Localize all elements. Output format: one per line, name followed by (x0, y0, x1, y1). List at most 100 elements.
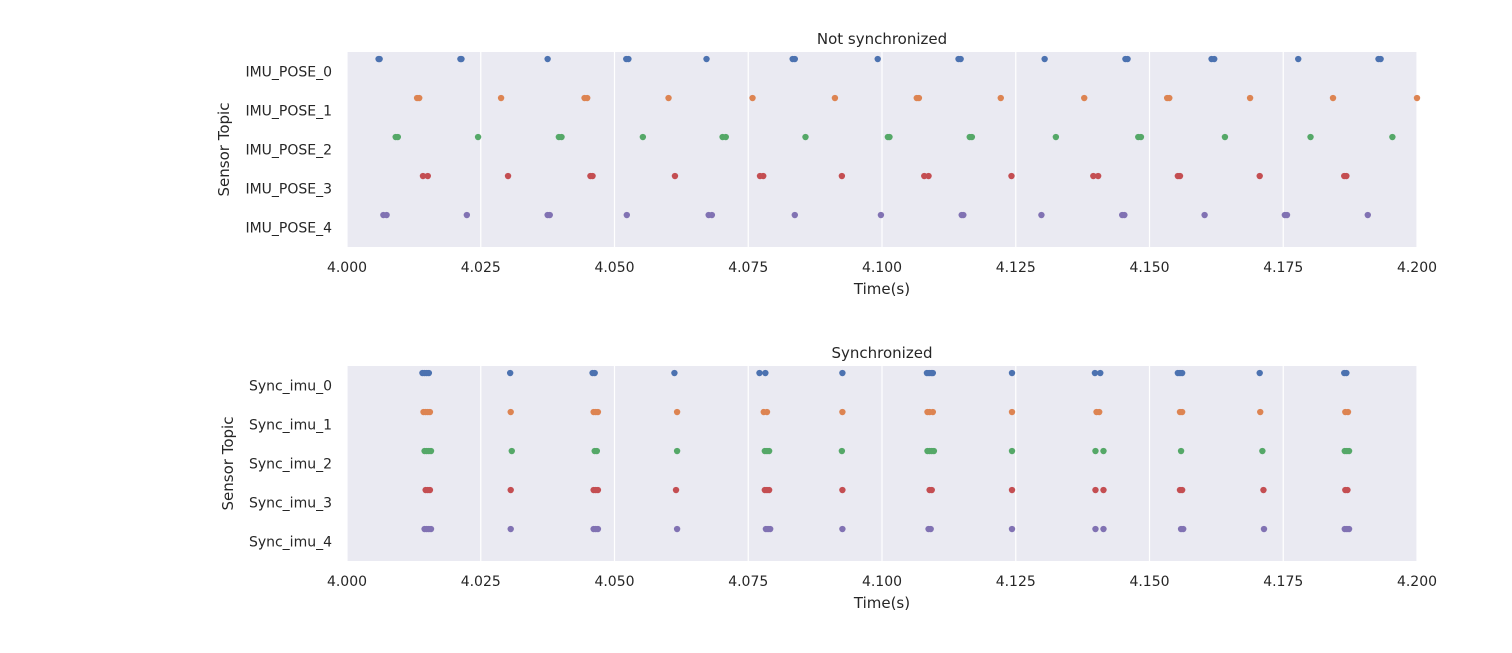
x-tick-label: 4.000 (327, 574, 367, 590)
data-point (474, 133, 482, 141)
x-tick-label: 4.075 (728, 574, 768, 590)
data-point (673, 525, 681, 533)
data-point (594, 408, 602, 416)
data-point (928, 486, 935, 494)
data-point (877, 211, 885, 219)
data-point (1092, 525, 1099, 533)
y-tick-label: Sync_imu_2 (249, 457, 332, 473)
data-point (427, 447, 435, 455)
data-point (671, 172, 679, 180)
data-point (1100, 447, 1107, 455)
data-point (1343, 369, 1350, 377)
data-point (874, 55, 881, 63)
data-point (1260, 486, 1267, 494)
data-point (1052, 133, 1060, 141)
data-point (839, 525, 846, 533)
data-point (839, 486, 846, 494)
x-tick-label: 4.050 (594, 574, 634, 590)
data-point (425, 369, 433, 377)
data-point (838, 172, 846, 180)
data-point (1211, 55, 1218, 63)
data-point (508, 447, 515, 455)
data-point (383, 211, 390, 219)
data-point (762, 369, 769, 377)
x-tick-label: 4.175 (1263, 574, 1303, 590)
x-axis-label: Time(s) (853, 594, 910, 612)
data-point (1094, 172, 1102, 180)
data-point (507, 408, 514, 416)
data-point (703, 55, 710, 63)
data-point (1413, 94, 1421, 102)
data-point (1221, 133, 1229, 141)
data-point (427, 525, 435, 533)
data-point (1246, 94, 1254, 102)
data-point (1257, 408, 1264, 416)
data-point (1177, 447, 1185, 455)
y-axis-label: Sensor Topic (215, 103, 233, 197)
data-point (1364, 211, 1371, 219)
data-point (886, 133, 893, 141)
data-point (504, 172, 512, 180)
data-point (1344, 408, 1352, 416)
data-point (1097, 369, 1104, 377)
data-point (1178, 408, 1186, 416)
data-point (839, 369, 846, 377)
y-tick-label: IMU_POSE_0 (245, 65, 332, 81)
data-point (1344, 486, 1351, 494)
data-point (1100, 486, 1107, 494)
data-point (925, 172, 932, 180)
data-point (760, 172, 767, 180)
data-point (791, 55, 798, 63)
data-point (1329, 94, 1337, 102)
data-point (376, 55, 383, 63)
data-point (1092, 447, 1099, 455)
y-tick-label: Sync_imu_3 (249, 496, 332, 512)
chart-not-synchronized: Not synchronized 4.000 4.025 4.050 4.075 4.10… (215, 30, 1437, 298)
data-point (1377, 55, 1384, 63)
data-point (722, 133, 729, 141)
data-point (791, 211, 798, 219)
x-tick-label: 4.025 (461, 574, 501, 590)
y-tick-label: Sync_imu_1 (249, 418, 332, 434)
data-point (756, 369, 763, 377)
data-point (546, 211, 553, 219)
data-point (591, 369, 598, 377)
data-point (968, 133, 976, 141)
data-point (507, 486, 514, 494)
data-point (749, 94, 756, 102)
data-point (1041, 55, 1048, 63)
data-point (394, 133, 402, 141)
data-point (506, 369, 514, 377)
data-point (1345, 447, 1353, 455)
x-tick-label: 4.025 (461, 260, 501, 276)
data-point (1256, 172, 1263, 180)
data-point (929, 369, 937, 377)
data-point (507, 525, 514, 533)
data-point (458, 55, 465, 63)
data-point (1008, 447, 1016, 455)
data-point (639, 133, 647, 141)
y-tick-label: IMU_POSE_4 (245, 221, 332, 237)
data-point (1180, 525, 1187, 533)
data-point (1178, 369, 1186, 377)
data-point (997, 94, 1004, 102)
data-point (1137, 133, 1145, 141)
y-tick-label: Sync_imu_4 (249, 535, 332, 551)
data-point (424, 172, 431, 180)
data-point (1345, 525, 1353, 533)
data-point (623, 211, 631, 219)
chart-title: Synchronized (832, 344, 933, 362)
data-point (802, 133, 809, 141)
data-point (1121, 211, 1128, 219)
y-tick-label: Sync_imu_0 (249, 379, 332, 395)
data-point (708, 211, 716, 219)
y-tick-label: IMU_POSE_3 (245, 182, 332, 198)
chart-title: Not synchronized (817, 30, 947, 48)
data-point (589, 172, 596, 180)
data-point (1256, 369, 1263, 377)
data-point (1008, 172, 1015, 180)
data-point (594, 525, 602, 533)
data-point (673, 447, 681, 455)
data-point (765, 447, 773, 455)
